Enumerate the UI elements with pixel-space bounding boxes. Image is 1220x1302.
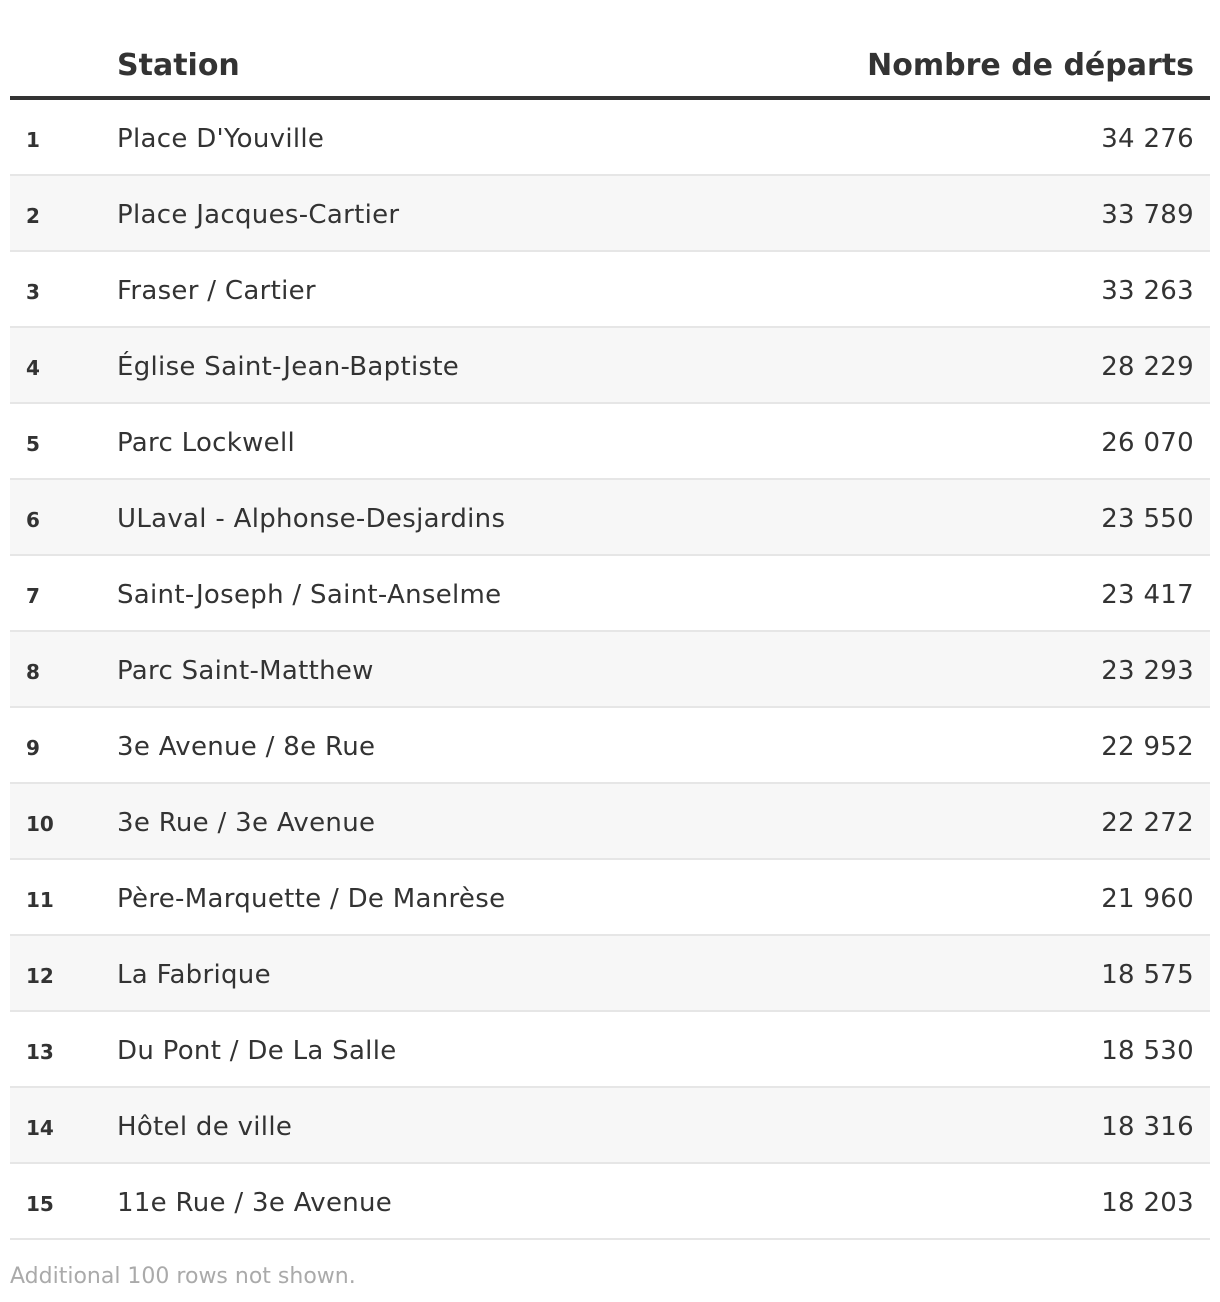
row-rank: 11 (26, 888, 54, 912)
row-rank: 13 (26, 1040, 54, 1064)
row-station: La Fabrique (117, 960, 271, 990)
table-row: 15 11e Rue / 3e Avenue 18 203 (10, 1164, 1210, 1240)
row-departs: 18 575 (1101, 960, 1194, 990)
row-departs: 34 276 (1101, 124, 1194, 154)
table-body: 1 Place D'Youville 34 276 2 Place Jacques-Ca… (10, 100, 1210, 1240)
row-station: 3e Avenue / 8e Rue (117, 732, 376, 762)
table-row: 1 Place D'Youville 34 276 (10, 100, 1210, 176)
row-rank: 1 (26, 128, 40, 152)
row-departs: 33 789 (1101, 200, 1194, 230)
row-departs: 33 263 (1101, 276, 1194, 306)
row-departs: 26 070 (1101, 428, 1194, 458)
row-departs: 23 550 (1101, 504, 1194, 534)
row-departs: 22 952 (1101, 732, 1194, 762)
row-station: Du Pont / De La Salle (117, 1036, 397, 1066)
row-departs: 18 203 (1101, 1188, 1194, 1218)
row-rank: 3 (26, 280, 40, 304)
row-departs: 22 272 (1101, 808, 1194, 838)
table-row: 5 Parc Lockwell 26 070 (10, 404, 1210, 480)
row-departs: 18 316 (1101, 1112, 1194, 1142)
row-station: Église Saint-Jean-Baptiste (117, 352, 460, 382)
row-station: Parc Saint-Matthew (117, 656, 374, 686)
row-station: Hôtel de ville (117, 1112, 293, 1142)
table-row: 2 Place Jacques-Cartier 33 789 (10, 176, 1210, 252)
row-departs: 21 960 (1101, 884, 1194, 914)
table-row: 12 La Fabrique 18 575 (10, 936, 1210, 1012)
table-row: 3 Fraser / Cartier 33 263 (10, 252, 1210, 328)
row-station: Place Jacques-Cartier (117, 200, 400, 230)
row-rank: 4 (26, 356, 40, 380)
row-station: Fraser / Cartier (117, 276, 316, 306)
header-departs: Nombre de départs (867, 48, 1194, 83)
row-station: ULaval - Alphonse-Desjardins (117, 504, 506, 534)
row-rank: 7 (26, 584, 40, 608)
row-rank: 5 (26, 432, 40, 456)
row-rank: 9 (26, 736, 40, 760)
row-station: Place D'Youville (117, 124, 325, 154)
row-station: 3e Rue / 3e Avenue (117, 808, 376, 838)
table-row: 11 Père-Marquette / De Manrèse 21 960 (10, 860, 1210, 936)
row-rank: 15 (26, 1192, 54, 1216)
row-departs: 28 229 (1101, 352, 1194, 382)
row-rank: 8 (26, 660, 40, 684)
row-departs: 23 293 (1101, 656, 1194, 686)
table-row: 13 Du Pont / De La Salle 18 530 (10, 1012, 1210, 1088)
table-row: 10 3e Rue / 3e Avenue 22 272 (10, 784, 1210, 860)
row-departs: 18 530 (1101, 1036, 1194, 1066)
table-row: 4 Église Saint-Jean-Baptiste 28 229 (10, 328, 1210, 404)
row-rank: 10 (26, 812, 54, 836)
header-station: Station (117, 48, 240, 83)
row-station: 11e Rue / 3e Avenue (117, 1188, 393, 1218)
row-departs: 23 417 (1101, 580, 1194, 610)
row-rank: 12 (26, 964, 54, 988)
stations-table: Station Nombre de départs 1 Place D'Youvi… (10, 0, 1210, 1240)
row-station: Père-Marquette / De Manrèse (117, 884, 506, 914)
table-row: 14 Hôtel de ville 18 316 (10, 1088, 1210, 1164)
footer-note: Additional 100 rows not shown. (10, 1264, 356, 1289)
row-station: Parc Lockwell (117, 428, 296, 458)
table-header: Station Nombre de départs (10, 0, 1210, 100)
row-rank: 14 (26, 1116, 54, 1140)
table-row: 6 ULaval - Alphonse-Desjardins 23 550 (10, 480, 1210, 556)
table-row: 7 Saint-Joseph / Saint-Anselme 23 417 (10, 556, 1210, 632)
table-row: 8 Parc Saint-Matthew 23 293 (10, 632, 1210, 708)
row-station: Saint-Joseph / Saint-Anselme (117, 580, 502, 610)
table-row: 9 3e Avenue / 8e Rue 22 952 (10, 708, 1210, 784)
row-rank: 2 (26, 204, 40, 228)
row-rank: 6 (26, 508, 40, 532)
